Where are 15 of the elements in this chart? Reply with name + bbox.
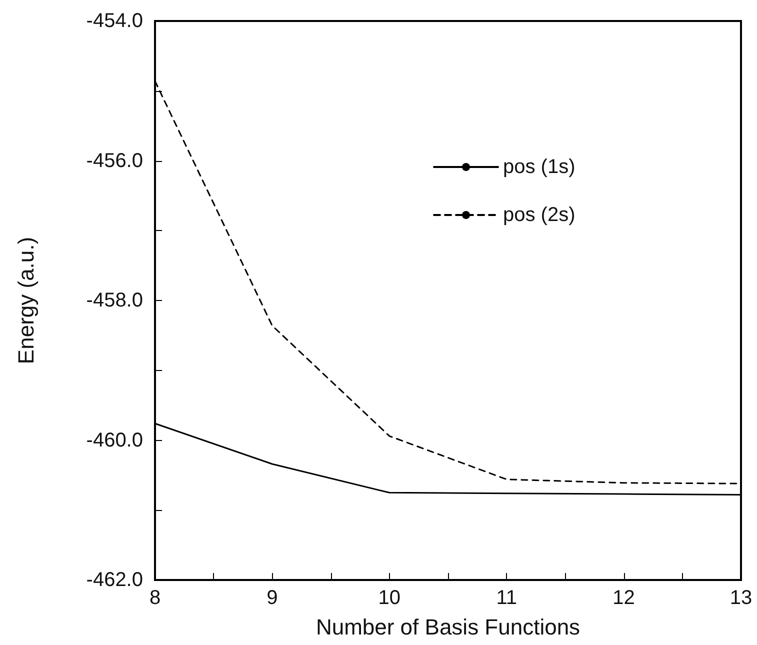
y-tick-label: -456.0 (86, 150, 143, 172)
x-tick-label: 8 (149, 587, 161, 609)
x-axis-title: Number of Basis Functions (316, 614, 580, 640)
x-tick-label: 11 (496, 587, 517, 609)
x-tick-label: 10 (378, 587, 401, 609)
x-tick-label: 13 (730, 587, 752, 609)
y-tick-label: -454.0 (86, 10, 143, 32)
y-tick-label: -462.0 (86, 569, 143, 591)
y-tick-label: -458.0 (86, 290, 143, 312)
legend-label: pos (2s) (503, 204, 576, 226)
legend-label: pos (1s) (503, 156, 576, 178)
y-tick-label: -460.0 (86, 429, 143, 452)
x-tick-label: 12 (612, 587, 635, 609)
y-axis-title: Energy (a.u.) (14, 236, 38, 364)
x-tick-label: 9 (266, 587, 278, 609)
